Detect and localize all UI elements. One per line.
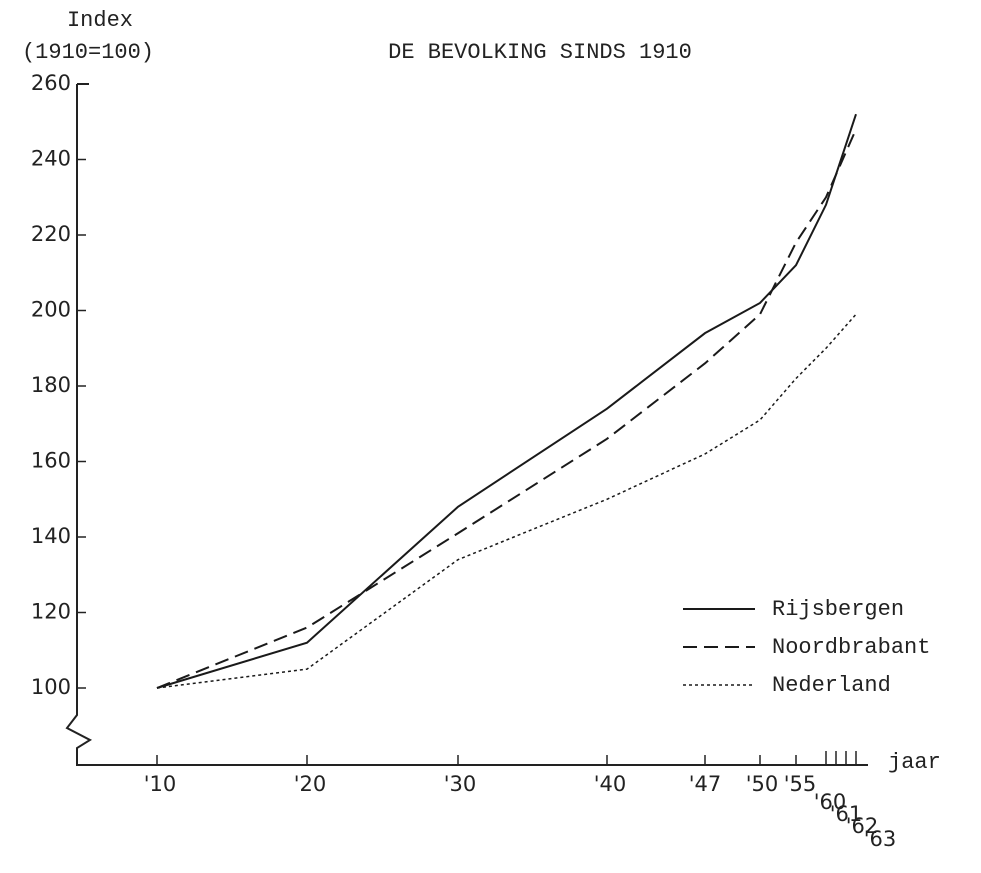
- y-tick-label: 200: [31, 298, 71, 322]
- x-tick-label: '60: [814, 790, 847, 814]
- x-tick-label: '10: [144, 772, 177, 796]
- x-tick-label: '50: [746, 772, 779, 796]
- y-tick-label: 100: [31, 675, 71, 699]
- y-tick-label: 140: [31, 524, 71, 548]
- x-tick-label: '20: [294, 772, 327, 796]
- series-line: [156, 113, 857, 689]
- x-tick-label: '47: [689, 772, 722, 796]
- axis-line: [65, 84, 868, 766]
- y-tick-label: 160: [31, 449, 71, 473]
- legend-label: Rijsbergen: [772, 597, 904, 622]
- x-axis-label: jaar: [888, 750, 941, 775]
- y-axis-label: Index: [67, 8, 133, 33]
- legend-label: Noordbrabant: [772, 635, 930, 660]
- x-tick-label: '40: [594, 772, 627, 796]
- y-tick-label: 260: [31, 71, 71, 95]
- y-tick-label: 240: [31, 147, 71, 171]
- x-tick-label: '30: [444, 772, 477, 796]
- y-axis-sublabel: (1910=100): [22, 40, 154, 65]
- x-tick-label: '55: [784, 772, 817, 796]
- series-line: [156, 128, 857, 689]
- chart-title: DE BEVOLKING SINDS 1910: [388, 40, 692, 65]
- y-tick-label: 220: [31, 222, 71, 246]
- y-tick-label: 120: [31, 600, 71, 624]
- y-tick-label: 180: [31, 373, 71, 397]
- x-tick-label: '63: [864, 827, 897, 851]
- legend-label: Nederland: [772, 673, 891, 698]
- x-tick-label: '62: [846, 814, 879, 838]
- series-line: [156, 313, 857, 689]
- x-tick-label: '61: [830, 802, 863, 826]
